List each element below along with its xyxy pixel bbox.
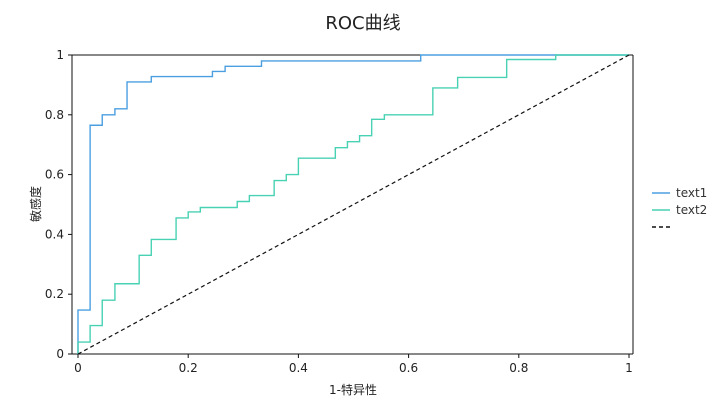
y-axis-label: 敏感度 bbox=[28, 186, 43, 222]
x-tick-label: 0.6 bbox=[399, 361, 418, 375]
series-line-text2 bbox=[77, 54, 629, 354]
y-tick-label: 0.8 bbox=[45, 108, 64, 122]
y-tick-label: 0 bbox=[56, 347, 64, 361]
x-axis-label: 1-特异性 bbox=[329, 382, 377, 397]
reference-diagonal-line bbox=[77, 54, 630, 355]
plot-area: 0 0.2 0.4 0.6 0.8 1 0 0.2 0.4 0.6 0.8 1 bbox=[45, 48, 634, 375]
x-tick-label: 0 bbox=[74, 361, 82, 375]
x-tick-label: 0.2 bbox=[179, 361, 198, 375]
legend: text1 text2 bbox=[652, 186, 707, 228]
legend-label: text1 bbox=[676, 186, 707, 200]
chart-title: ROC曲线 bbox=[325, 13, 400, 34]
y-tick-label: 0.4 bbox=[45, 227, 64, 241]
series-line-text1 bbox=[77, 54, 629, 354]
legend-label: text2 bbox=[676, 203, 707, 217]
x-tick-label: 0.8 bbox=[509, 361, 528, 375]
x-tick-label: 0.4 bbox=[289, 361, 308, 375]
y-tick-label: 0.6 bbox=[45, 168, 64, 182]
y-tick-label: 1 bbox=[56, 48, 64, 62]
x-tick-label: 1 bbox=[625, 361, 633, 375]
y-tick-label: 0.2 bbox=[45, 287, 64, 301]
